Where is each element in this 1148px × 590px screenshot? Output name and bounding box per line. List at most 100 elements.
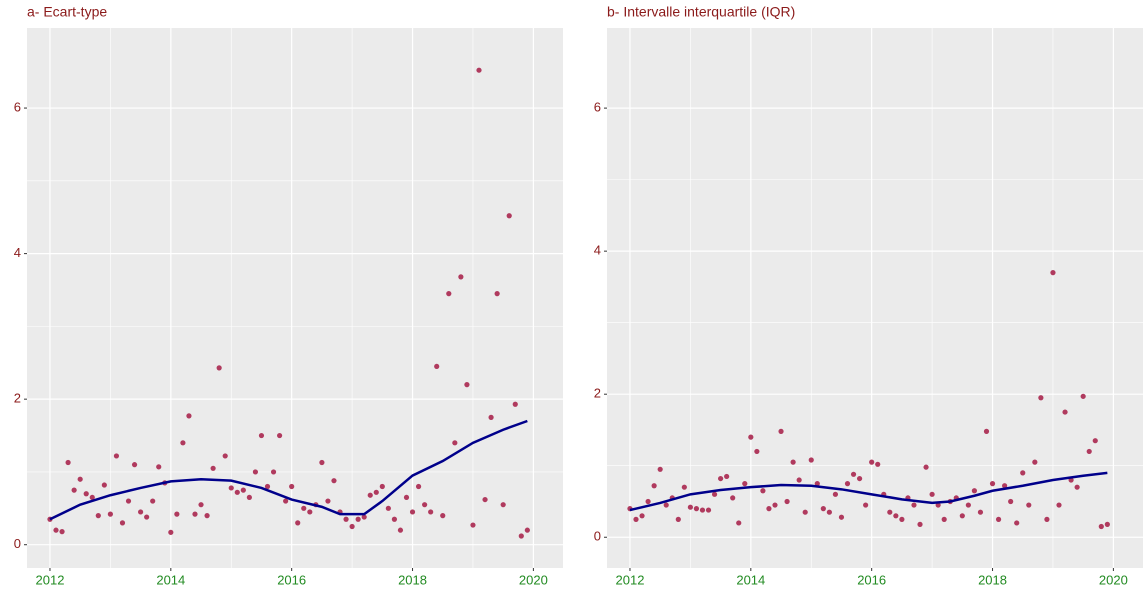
y-tick-label: 0 <box>594 529 601 544</box>
point <box>524 527 530 533</box>
point <box>138 509 144 515</box>
point <box>192 511 198 517</box>
point <box>796 477 802 483</box>
point <box>397 527 404 533</box>
point <box>89 494 95 501</box>
x-tick-label: 2012 <box>36 572 65 587</box>
point <box>711 491 718 497</box>
point <box>911 502 917 508</box>
point <box>633 516 639 522</box>
point <box>875 461 881 467</box>
point <box>470 522 476 528</box>
point <box>802 509 808 515</box>
point <box>428 509 434 515</box>
point <box>506 213 512 219</box>
point <box>1020 470 1026 476</box>
point <box>887 509 893 515</box>
point <box>325 498 331 504</box>
chart-title: b- Intervalle interquartile (IQR) <box>607 4 795 20</box>
point <box>180 440 186 446</box>
point <box>784 498 790 505</box>
point <box>724 473 730 480</box>
point <box>379 483 385 490</box>
x-tick-label: 2020 <box>1099 572 1128 587</box>
point <box>844 481 851 487</box>
point <box>766 506 772 512</box>
point <box>355 516 361 522</box>
point <box>1086 448 1092 455</box>
point <box>693 506 700 512</box>
point <box>307 509 313 515</box>
x-tick-label: 2018 <box>398 572 427 587</box>
chart-title: a- Ecart-type <box>27 4 107 20</box>
point <box>760 488 766 494</box>
point <box>113 453 120 459</box>
point <box>434 363 440 370</box>
point <box>343 516 349 522</box>
point <box>331 478 337 484</box>
point <box>778 428 784 434</box>
y-tick-label: 0 <box>14 536 21 551</box>
point <box>1032 459 1038 465</box>
trend-line <box>49 419 528 521</box>
point <box>1062 409 1068 415</box>
point <box>198 502 204 508</box>
point <box>373 489 379 495</box>
point <box>367 492 373 498</box>
point <box>301 505 307 511</box>
point <box>204 513 210 519</box>
point <box>1026 502 1032 508</box>
point <box>820 506 826 512</box>
point <box>790 459 796 465</box>
point <box>174 511 180 517</box>
point <box>319 459 325 466</box>
x-tick-label: 2012 <box>616 572 645 587</box>
plot-background <box>607 28 1143 568</box>
point <box>681 484 687 490</box>
point <box>83 491 89 497</box>
y-tick-label: 4 <box>594 243 601 258</box>
point <box>234 489 240 495</box>
point <box>95 513 101 519</box>
point <box>754 448 760 455</box>
y-tick-label: 2 <box>14 391 21 406</box>
point <box>385 505 391 511</box>
point <box>422 502 428 508</box>
point <box>168 529 174 535</box>
point <box>929 491 935 497</box>
x-tick-label: 2014 <box>736 572 765 587</box>
point <box>228 485 234 491</box>
point <box>65 459 71 466</box>
point <box>1104 521 1110 527</box>
point <box>657 466 663 472</box>
point <box>482 496 488 503</box>
point <box>476 67 482 73</box>
x-tick-label: 2016 <box>857 572 886 587</box>
point <box>264 483 271 490</box>
point <box>107 511 113 517</box>
point <box>675 516 681 522</box>
point <box>71 487 77 493</box>
point <box>995 516 1002 522</box>
point <box>144 514 150 520</box>
point <box>458 274 464 280</box>
point <box>409 509 416 515</box>
point <box>512 401 518 407</box>
point <box>119 520 126 526</box>
point <box>826 509 832 515</box>
point <box>77 476 83 482</box>
point <box>252 469 259 475</box>
point <box>488 414 494 420</box>
point <box>156 464 162 470</box>
point <box>748 434 754 440</box>
point <box>216 365 222 371</box>
point <box>1092 438 1098 444</box>
point <box>639 513 645 519</box>
point <box>899 516 905 522</box>
trend-line <box>629 471 1108 512</box>
point <box>832 491 839 497</box>
point <box>1014 520 1020 526</box>
point <box>1044 516 1050 522</box>
